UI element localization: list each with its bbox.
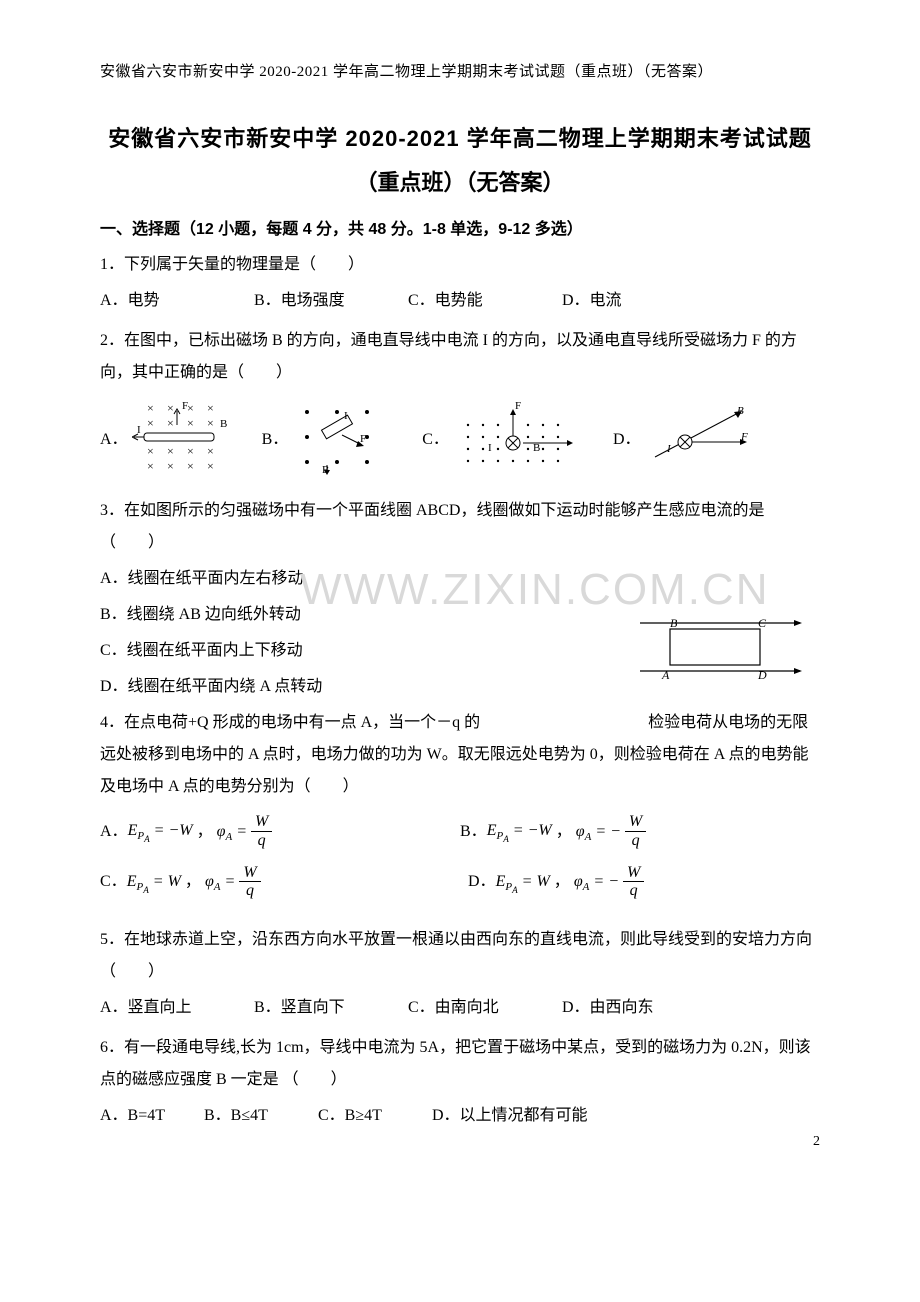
q1-opt-a: A．电势 xyxy=(100,285,250,317)
section-1-heading: 一、选择题（12 小题，每题 4 分，共 48 分。1-8 单选，9-12 多选… xyxy=(100,215,820,239)
q2-diagram-d: B I F xyxy=(645,402,755,472)
svg-text:×: × xyxy=(207,401,214,415)
q4-opt-d: D． EPA = W ， φA = − Wq xyxy=(460,864,820,901)
q6-opt-a: A．B=4T xyxy=(100,1100,200,1132)
q4-d-label: D． xyxy=(468,864,496,899)
q3-opt-a: A．线圈在纸平面内左右移动 xyxy=(100,563,820,595)
q4-opt-a: A． EPA = −W ， φA = Wq xyxy=(100,813,460,850)
svg-text:×: × xyxy=(167,401,174,415)
svg-text:×: × xyxy=(167,444,174,458)
q4-opt-c: C． EPA = W ， φA = Wq xyxy=(100,864,460,901)
svg-text:×: × xyxy=(187,459,194,473)
q5-opt-b: B．竖直向下 xyxy=(254,992,404,1024)
page-header: 安徽省六安市新安中学 2020-2021 学年高二物理上学期期末考试试题（重点班… xyxy=(100,60,820,81)
q4-options: A． EPA = −W ， φA = Wq B． EPA = −W ， φA =… xyxy=(100,813,820,914)
q2-opt-b: B． I F B xyxy=(262,397,393,477)
q6-stem: 6．有一段通电导线,长为 1cm，导线中电流为 5A，把它置于磁场中某点，受到的… xyxy=(100,1032,820,1096)
svg-text:B: B xyxy=(670,616,678,630)
q6-opt-d: D．以上情况都有可能 xyxy=(432,1100,588,1132)
q2-diagram-a: ×× ×× ×× ×× F B I ×× ×× ×× ×× xyxy=(132,397,232,477)
q2-d-label: D． xyxy=(613,425,641,449)
svg-text:×: × xyxy=(167,459,174,473)
q2-diagram-c: F I B xyxy=(453,397,583,477)
svg-text:×: × xyxy=(167,416,174,430)
svg-text:×: × xyxy=(187,444,194,458)
q5-opt-c: C．由南向北 xyxy=(408,992,558,1024)
svg-text:×: × xyxy=(147,401,154,415)
svg-text:×: × xyxy=(147,444,154,458)
q4-stem-a: 4．在点电荷+Q 形成的电场中有一点 A，当一个－q 的 xyxy=(100,714,480,731)
q4-b-label: B． xyxy=(460,814,487,849)
svg-text:×: × xyxy=(207,444,214,458)
q1-stem: 1．下列属于矢量的物理量是（ ） xyxy=(100,249,820,281)
svg-text:A: A xyxy=(661,668,670,682)
q4-stem: 4．在点电荷+Q 形成的电场中有一点 A，当一个－q 的 检验电荷从电场的无限远… xyxy=(100,707,820,803)
q2-diagram-b: I F B xyxy=(292,397,392,477)
q1-opt-b: B．电场强度 xyxy=(254,285,404,317)
svg-text:×: × xyxy=(147,459,154,473)
q6-opt-b: B．B≤4T xyxy=(204,1100,314,1132)
svg-text:×: × xyxy=(147,416,154,430)
q2-options: A． ×× ×× ×× ×× F B I ×× ×× xyxy=(100,397,820,477)
q3-stem: 3．在如图所示的匀强磁场中有一个平面线圈 ABCD，线圈做如下运动时能够产生感应… xyxy=(100,495,820,559)
q2-opt-c: C． F I B xyxy=(422,397,583,477)
svg-text:C: C xyxy=(758,616,767,630)
svg-text:B: B xyxy=(533,442,540,454)
q2-opt-a: A． ×× ×× ×× ×× F B I ×× ×× xyxy=(100,397,232,477)
q2-c-label: C． xyxy=(422,425,449,449)
q4-c-label: C． xyxy=(100,864,127,899)
title-sub: （重点班）（无答案） xyxy=(100,165,820,197)
svg-text:I: I xyxy=(137,424,141,436)
q2-b-label: B． xyxy=(262,425,289,449)
q4-opt-b: B． EPA = −W ， φA = − Wq xyxy=(460,813,820,850)
svg-text:I: I xyxy=(344,410,348,422)
q4-a-label: A． xyxy=(100,814,128,849)
svg-text:B: B xyxy=(737,405,744,417)
q6-options: A．B=4T B．B≤4T C．B≥4T D．以上情况都有可能 xyxy=(100,1100,820,1132)
svg-text:F: F xyxy=(182,400,188,412)
page-number: 2 xyxy=(813,1134,820,1150)
q1-options: A．电势 B．电场强度 C．电势能 D．电流 xyxy=(100,285,820,317)
q1-opt-d: D．电流 xyxy=(562,285,712,317)
svg-text:F: F xyxy=(360,433,366,445)
q2-stem: 2．在图中，已标出磁场 B 的方向，通电直导线中电流 I 的方向，以及通电直导线… xyxy=(100,325,820,389)
svg-text:×: × xyxy=(207,459,214,473)
svg-text:I: I xyxy=(488,442,492,454)
q3-diagram: B C A D xyxy=(640,609,810,689)
q1-opt-c: C．电势能 xyxy=(408,285,558,317)
q5-stem: 5．在地球赤道上空，沿东西方向水平放置一根通以由西向东的直线电流，则此导线受到的… xyxy=(100,924,820,988)
q3-stem-text: 3．在如图所示的匀强磁场中有一个平面线圈 ABCD，线圈做如下运动时能够产生感应… xyxy=(100,502,764,551)
q6-opt-c: C．B≥4T xyxy=(318,1100,428,1132)
svg-text:×: × xyxy=(207,416,214,430)
svg-text:×: × xyxy=(187,416,194,430)
q2-a-label: A． xyxy=(100,425,128,449)
svg-text:D: D xyxy=(757,668,767,682)
q2-opt-d: D． B I F xyxy=(613,402,755,472)
svg-text:B: B xyxy=(220,418,227,430)
svg-text:F: F xyxy=(740,431,748,443)
q5-options: A．竖直向上 B．竖直向下 C．由南向北 D．由西向东 xyxy=(100,992,820,1024)
title-main: 安徽省六安市新安中学 2020-2021 学年高二物理上学期期末考试试题 xyxy=(100,121,820,153)
svg-text:F: F xyxy=(515,400,521,412)
q5-opt-d: D．由西向东 xyxy=(562,992,712,1024)
q5-opt-a: A．竖直向上 xyxy=(100,992,250,1024)
